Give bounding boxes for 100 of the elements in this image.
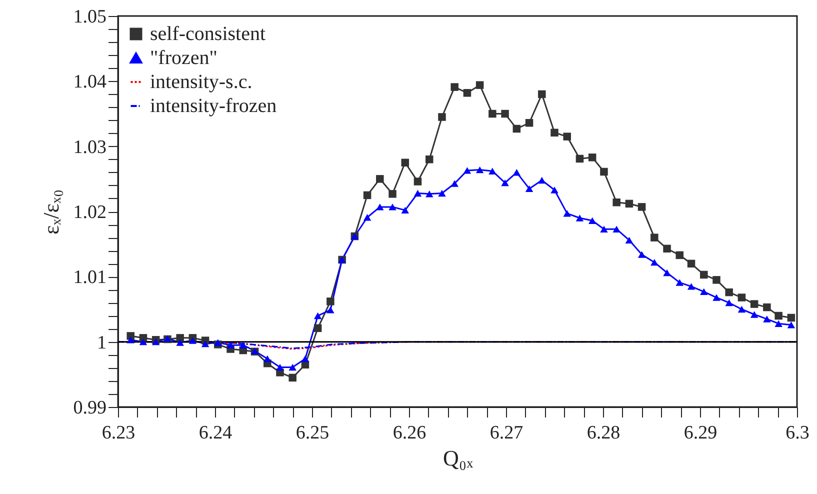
point — [550, 128, 558, 137]
x-tick-label: 6.27 — [490, 422, 524, 444]
y-tick-label: 1.02 — [73, 202, 106, 223]
point — [625, 236, 634, 244]
point — [501, 110, 509, 118]
point — [450, 180, 458, 187]
x-tick-label: 6.24 — [198, 422, 233, 444]
point — [538, 176, 546, 184]
x-tick-label: 6.23 — [102, 422, 136, 444]
point — [201, 340, 210, 348]
y-tick-label: 0.99 — [73, 398, 106, 418]
y-tick-label: 1 — [97, 332, 106, 354]
point — [425, 155, 434, 164]
point — [388, 204, 396, 210]
point — [226, 342, 234, 348]
point — [288, 374, 296, 382]
point — [438, 190, 446, 197]
point — [463, 167, 472, 174]
point — [414, 190, 422, 197]
point — [738, 294, 746, 302]
y-tick-label: 1.04 — [73, 72, 107, 93]
y-tick-label: 1.01 — [73, 267, 106, 288]
point — [612, 198, 620, 206]
point — [663, 244, 671, 253]
y-axis-title: εₓ/εₓ₀ — [38, 189, 64, 235]
point — [301, 355, 310, 362]
point — [401, 206, 409, 214]
point — [576, 154, 584, 163]
point — [550, 186, 558, 194]
point — [750, 311, 758, 318]
point — [326, 298, 334, 306]
point — [363, 214, 372, 221]
point — [563, 132, 571, 140]
point — [700, 288, 708, 296]
point — [376, 175, 384, 183]
point — [638, 203, 646, 211]
point — [787, 314, 796, 322]
point — [712, 294, 720, 301]
point — [612, 226, 620, 232]
point — [239, 342, 248, 348]
point — [288, 364, 296, 371]
point — [264, 355, 272, 362]
point — [188, 337, 197, 344]
point — [763, 303, 771, 312]
x-tick-label: 6.3 — [786, 422, 810, 444]
point — [538, 90, 546, 98]
point — [276, 364, 284, 371]
point — [512, 124, 521, 133]
point — [638, 251, 646, 258]
point — [525, 119, 534, 127]
point — [176, 334, 184, 342]
point — [126, 336, 134, 344]
point — [476, 166, 484, 174]
point — [625, 200, 634, 208]
y-tick-label: 1.05 — [73, 6, 106, 28]
point — [712, 276, 720, 284]
point — [650, 258, 658, 266]
point — [687, 283, 696, 290]
point — [388, 190, 396, 198]
point — [501, 179, 509, 186]
point — [563, 210, 571, 217]
point — [488, 110, 496, 118]
point — [588, 154, 596, 162]
x-tick-label: 6.26 — [392, 422, 426, 444]
point — [600, 226, 608, 232]
point — [414, 178, 422, 186]
point — [463, 89, 472, 97]
point — [476, 81, 484, 89]
point — [214, 339, 222, 346]
point — [787, 322, 796, 328]
point — [650, 234, 658, 242]
point — [774, 312, 782, 320]
point — [763, 316, 771, 322]
point — [425, 190, 434, 198]
x-tick-label: 6.25 — [296, 422, 330, 444]
point — [725, 299, 733, 306]
point — [700, 270, 708, 279]
point — [488, 168, 496, 174]
point — [687, 260, 696, 268]
point — [663, 269, 671, 276]
point — [438, 113, 446, 121]
point — [376, 204, 384, 210]
point — [676, 251, 684, 260]
point — [600, 168, 608, 176]
point — [314, 324, 322, 332]
point — [725, 288, 733, 296]
point — [512, 169, 521, 176]
point — [176, 339, 184, 346]
legend-label: "frozen" — [150, 47, 218, 69]
point — [750, 300, 758, 308]
x-axis-title: Q₀ₓ — [443, 446, 474, 470]
legend-label: self-consistent — [150, 23, 266, 45]
point — [139, 338, 148, 346]
point — [774, 320, 782, 327]
point — [676, 279, 684, 286]
point — [588, 217, 596, 224]
point — [314, 312, 322, 320]
y-tick-label: 1.03 — [73, 136, 106, 158]
point — [525, 185, 534, 192]
x-tick-label: 6.29 — [684, 422, 718, 444]
